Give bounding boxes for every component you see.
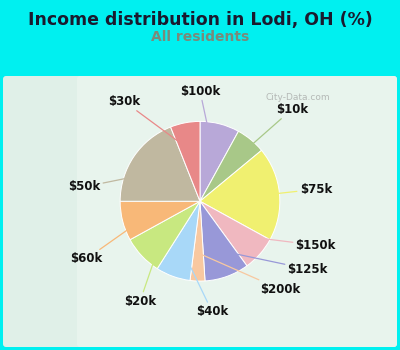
Wedge shape bbox=[200, 121, 238, 201]
Text: $100k: $100k bbox=[180, 85, 220, 151]
Text: $10k: $10k bbox=[233, 103, 308, 161]
Wedge shape bbox=[130, 201, 200, 269]
Text: $20k: $20k bbox=[124, 237, 162, 308]
Wedge shape bbox=[200, 131, 262, 201]
Wedge shape bbox=[171, 121, 200, 201]
Text: City-Data.com: City-Data.com bbox=[266, 93, 330, 103]
Wedge shape bbox=[157, 201, 200, 280]
Wedge shape bbox=[120, 127, 200, 201]
Text: $125k: $125k bbox=[218, 250, 328, 275]
FancyBboxPatch shape bbox=[77, 76, 397, 347]
Text: $150k: $150k bbox=[239, 236, 336, 252]
Wedge shape bbox=[190, 201, 205, 281]
Wedge shape bbox=[200, 201, 270, 266]
Text: All residents: All residents bbox=[151, 30, 249, 44]
Text: $30k: $30k bbox=[108, 95, 190, 150]
Wedge shape bbox=[200, 150, 280, 240]
Wedge shape bbox=[200, 201, 247, 281]
Text: Income distribution in Lodi, OH (%): Income distribution in Lodi, OH (%) bbox=[28, 11, 372, 29]
Wedge shape bbox=[120, 201, 200, 240]
Text: $40k: $40k bbox=[182, 250, 228, 318]
Text: $75k: $75k bbox=[252, 183, 332, 196]
FancyBboxPatch shape bbox=[3, 76, 397, 347]
Text: $60k: $60k bbox=[70, 214, 150, 265]
Text: $200k: $200k bbox=[198, 253, 300, 296]
Text: $50k: $50k bbox=[68, 172, 157, 194]
